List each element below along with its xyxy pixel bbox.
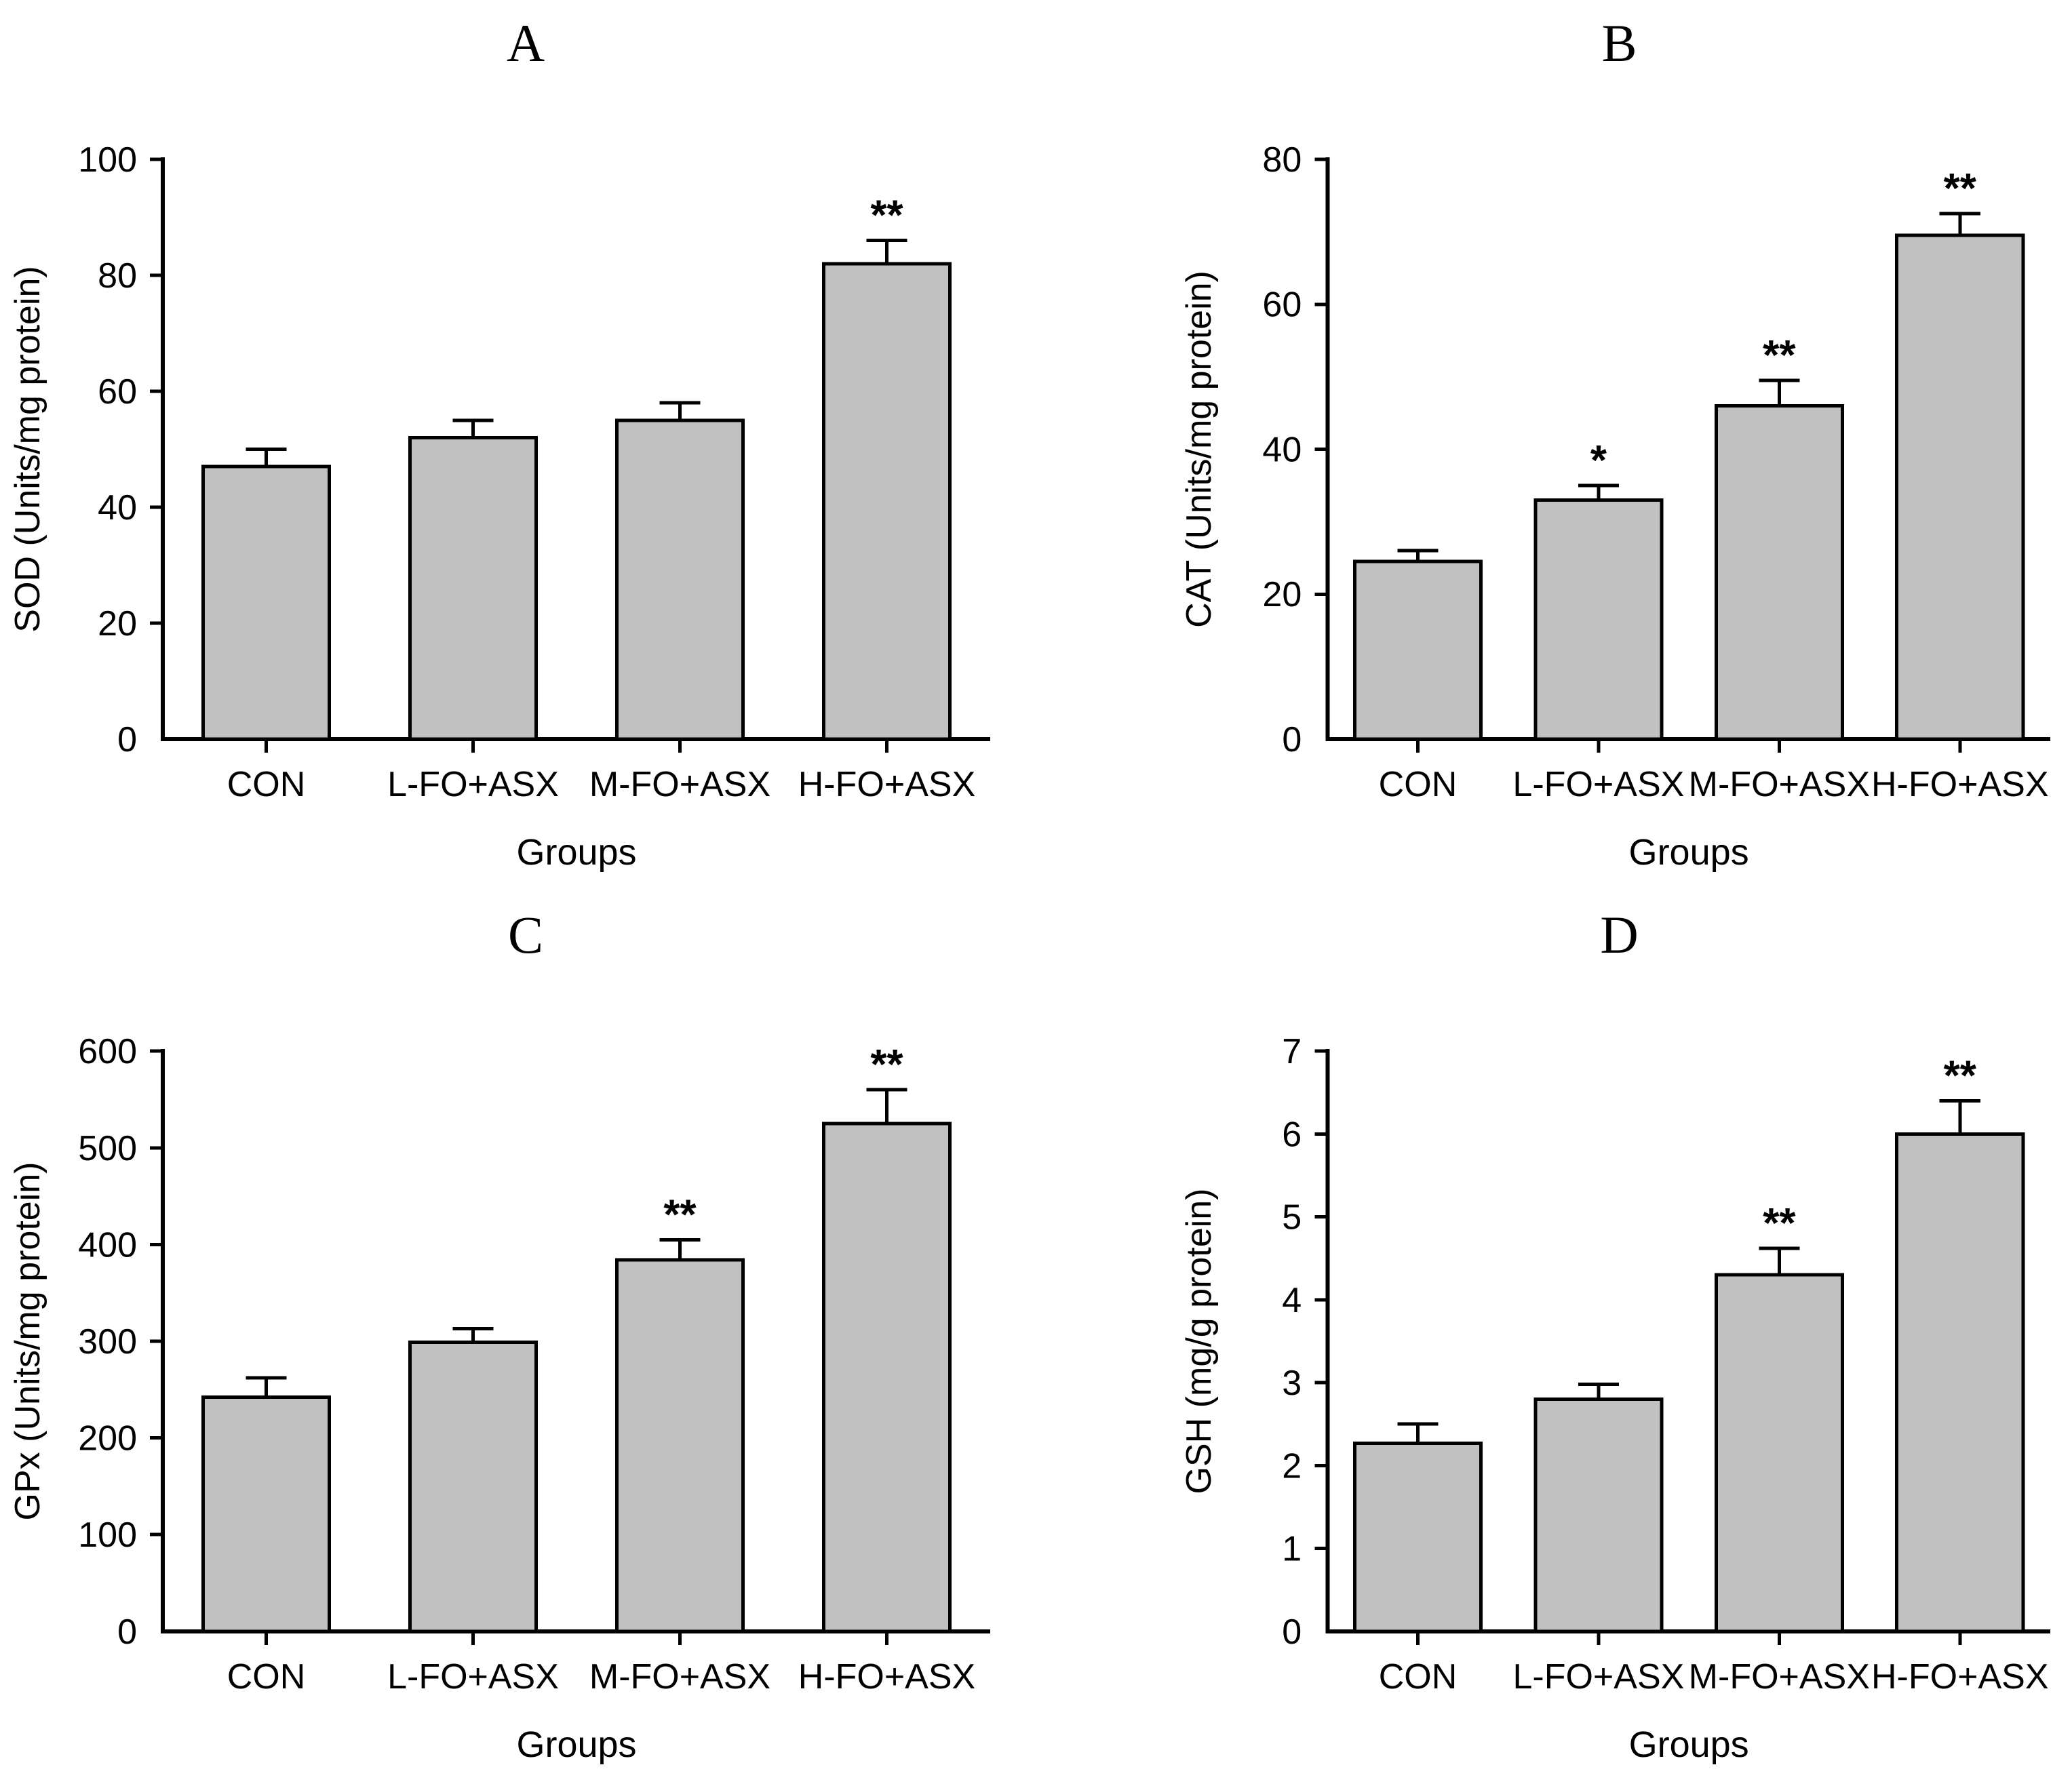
significance-label: *: [1590, 437, 1607, 484]
bar: [1714, 403, 1844, 741]
y-tick-label: 300: [78, 1322, 137, 1362]
y-tick-label: 60: [1262, 285, 1302, 325]
x-category-label: M-FO+ASX: [589, 1657, 770, 1697]
y-tick-label: 200: [78, 1419, 137, 1459]
panel-letter: A: [507, 14, 545, 73]
y-tick-label: 0: [117, 720, 137, 759]
panel-letter: B: [1602, 14, 1637, 73]
x-category-label: CON: [1379, 765, 1458, 804]
y-tick-label: 40: [1262, 431, 1302, 470]
panel-c-chart: C GPx (Units/mg protein) 0 100 200 300 400 500 6…: [0, 892, 1036, 1784]
y-axis-title: GSH (mg/g protein): [1179, 1189, 1219, 1494]
x-category-label: H-FO+ASX: [1871, 765, 2049, 804]
bar: [408, 435, 538, 741]
bar: [201, 464, 331, 741]
y-tick-label: 40: [98, 488, 137, 528]
x-category-label: CON: [1379, 1657, 1458, 1697]
x-category-label: H-FO+ASX: [1871, 1657, 2049, 1697]
x-category-label: L-FO+ASX: [387, 1657, 559, 1697]
bar: [1895, 1132, 2025, 1633]
y-tick-label: 20: [98, 604, 137, 643]
bar: [1352, 559, 1483, 741]
bar: [822, 262, 952, 741]
bar: [1352, 1441, 1483, 1633]
panel-d-chart: D GSH (mg/g protein) 0 1 2 3 4 5 6 7 CON L-FO+ASX **…: [1036, 892, 2072, 1784]
significance-label: **: [663, 1191, 697, 1238]
bar: [615, 418, 745, 741]
y-tick-label: 80: [98, 256, 137, 296]
bar: [1714, 1273, 1844, 1633]
panel-a-chart: A SOD (Units/mg protein) 0 20 40 60 80 100 CON L-…: [0, 0, 1036, 892]
y-tick-label: 20: [1262, 575, 1302, 614]
y-axis-title: SOD (Units/mg protein): [8, 266, 47, 632]
panel-letter: D: [1600, 905, 1638, 964]
bar: [1533, 498, 1664, 741]
x-category-label: L-FO+ASX: [1512, 765, 1684, 804]
significance-label: **: [1763, 332, 1796, 379]
y-tick-label: 0: [1282, 1612, 1302, 1652]
panel-b-chart: B CAT (Units/mg protein) 0 20 40 60 80 CON * L-FO…: [1036, 0, 2072, 892]
y-axis-title: CAT (Units/mg protein): [1179, 271, 1219, 628]
bar: [1533, 1398, 1664, 1633]
significance-label: **: [1763, 1200, 1796, 1247]
x-category-label: H-FO+ASX: [798, 1657, 975, 1697]
y-tick-label: 6: [1282, 1115, 1302, 1154]
x-category-label: M-FO+ASX: [1689, 1657, 1870, 1697]
significance-label: **: [1944, 1053, 1977, 1100]
x-category-label: M-FO+ASX: [1689, 765, 1870, 804]
y-tick-label: 4: [1282, 1281, 1302, 1320]
bar: [822, 1122, 952, 1633]
y-tick-label: 7: [1282, 1032, 1302, 1071]
y-tick-label: 400: [78, 1225, 137, 1265]
y-tick-label: 5: [1282, 1198, 1302, 1237]
y-tick-label: 600: [78, 1032, 137, 1071]
y-tick-label: 100: [78, 1515, 137, 1555]
y-tick-label: 2: [1282, 1446, 1302, 1486]
y-tick-label: 0: [117, 1612, 137, 1652]
significance-label: **: [870, 1042, 903, 1088]
x-axis-title: Groups: [1629, 1724, 1749, 1765]
x-category-label: M-FO+ASX: [589, 765, 770, 804]
y-tick-label: 80: [1262, 140, 1302, 180]
x-category-label: CON: [227, 1657, 306, 1697]
y-tick-label: 1: [1282, 1530, 1302, 1569]
y-tick-label: 3: [1282, 1364, 1302, 1403]
bar: [408, 1340, 538, 1633]
bar: [1895, 233, 2025, 741]
x-category-label: L-FO+ASX: [1512, 1657, 1684, 1697]
y-axis-title: GPx (Units/mg protein): [8, 1162, 47, 1520]
x-category-label: H-FO+ASX: [798, 765, 976, 804]
x-axis-title: Groups: [1629, 832, 1749, 873]
x-axis-title: Groups: [516, 832, 636, 873]
y-tick-label: 0: [1282, 720, 1302, 759]
bar: [201, 1395, 331, 1633]
x-category-label: CON: [227, 765, 306, 804]
significance-label: **: [1944, 165, 1977, 212]
x-category-label: L-FO+ASX: [387, 765, 559, 804]
y-tick-label: 100: [78, 140, 137, 180]
y-tick-label: 500: [78, 1129, 137, 1168]
y-tick-label: 60: [98, 372, 137, 412]
bar: [615, 1258, 745, 1633]
x-axis-title: Groups: [516, 1724, 636, 1765]
significance-label: **: [870, 193, 903, 239]
panel-letter: C: [508, 905, 543, 964]
